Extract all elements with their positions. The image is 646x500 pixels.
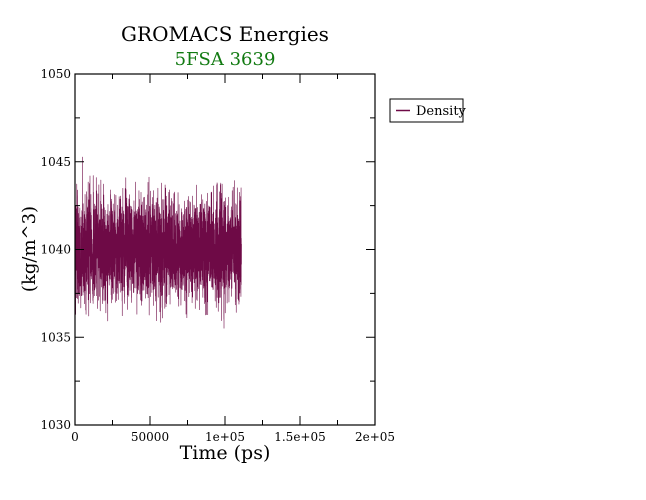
chart-subtitle: 5FSA 3639 — [175, 49, 276, 70]
legend-box — [389, 98, 464, 123]
y-axis: 1030 1035 1040 1045 1050 — [40, 67, 375, 432]
x-tick-label: 50000 — [131, 430, 169, 444]
density-series — [74, 156, 242, 329]
x-tick-label: 0 — [71, 430, 79, 444]
y-tick-label: 1030 — [40, 418, 71, 432]
y-tick-label: 1035 — [40, 330, 71, 344]
chart-title: GROMACS Energies — [121, 22, 329, 46]
y-tick-label: 1040 — [40, 243, 71, 257]
x-axis: 0 50000 1e+05 1.5e+05 2e+05 — [71, 74, 395, 444]
x-axis-label: Time (ps) — [180, 442, 271, 464]
legend-entry-density: Density — [416, 104, 467, 119]
y-tick-label: 1050 — [40, 67, 71, 81]
x-tick-label: 1e+05 — [205, 430, 245, 444]
y-axis-label: (kg/m^3) — [19, 206, 40, 292]
density-line — [74, 156, 242, 329]
legend: Density — [389, 98, 467, 123]
x-tick-label: 1.5e+05 — [274, 430, 326, 444]
y-tick-label: 1045 — [40, 155, 71, 169]
x-tick-label: 2e+05 — [355, 430, 395, 444]
